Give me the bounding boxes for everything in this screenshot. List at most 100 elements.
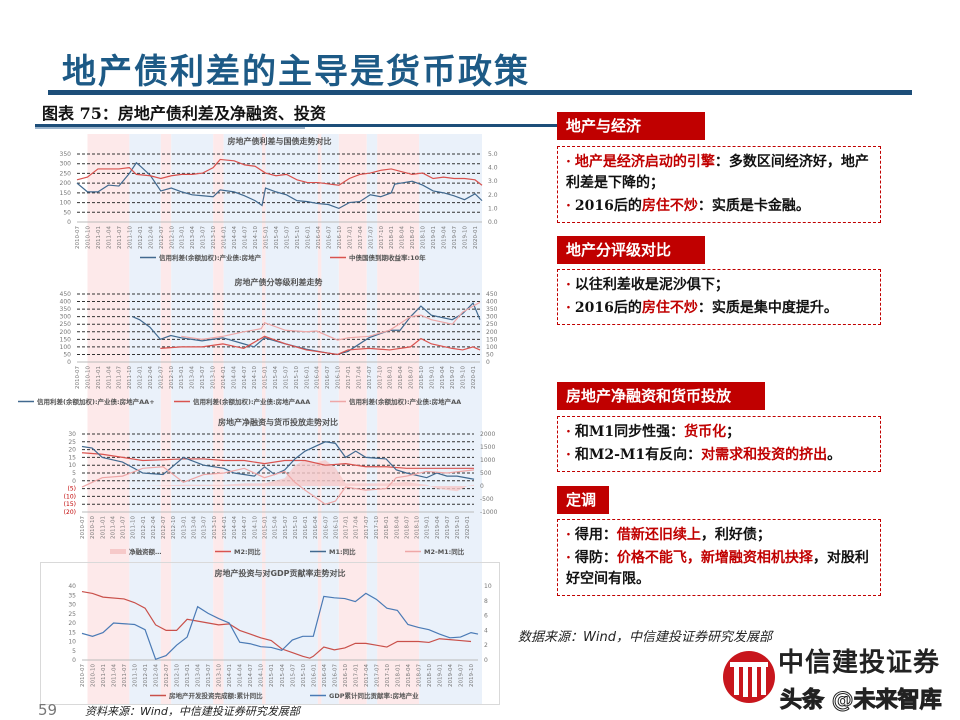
legend-label: GDP累计同比贡献率:房地产业: [329, 691, 419, 700]
series-line-0: [81, 590, 472, 659]
x-tick-label: 2014-01: [222, 226, 228, 249]
y-tick-label-left: 200: [60, 329, 72, 336]
x-tick-label: 2017-01: [346, 366, 352, 389]
y-tick-label-right: 2000: [480, 431, 495, 438]
x-tick-label: 2018-10: [427, 664, 433, 687]
x-tick-label: 2019-04: [448, 664, 454, 687]
easing-band: [223, 134, 263, 705]
company-logo-text: 中信建投证券: [778, 648, 941, 678]
x-tick-label: 2010-10: [85, 366, 91, 389]
x-tick-label: 2013-07: [202, 516, 208, 539]
y-tick-label-left: 50: [63, 209, 71, 216]
slide-title: 地产债利差的主导是货币政策: [62, 52, 530, 92]
y-tick-label-left: 5: [72, 648, 76, 655]
y-tick-label-right: 0: [480, 483, 484, 490]
y-tick-label-left: 10: [68, 462, 76, 469]
y-tick-label-right: 250: [486, 321, 498, 328]
bullet: · 以往利差收是泥沙俱下；: [566, 277, 729, 293]
x-tick-label: 2015-10: [294, 366, 300, 389]
y-tick-label-left: 250: [60, 321, 72, 328]
section-header-rating: 地产分评级对比: [557, 236, 705, 264]
x-tick-label: 2013-04: [196, 664, 202, 687]
x-tick-label: 2012-01: [138, 366, 144, 389]
x-tick-label: 2013-01: [181, 516, 187, 539]
y-tick-label-left: 350: [60, 306, 72, 313]
y-tick-label-right: -1000: [480, 509, 498, 516]
x-tick-label: 2011-07: [117, 366, 123, 389]
x-tick-label: 2012-07: [159, 226, 165, 249]
x-tick-label: 2015-04: [273, 366, 279, 389]
x-tick-label: 2014-10: [252, 516, 258, 539]
x-tick-label: 2018-10: [421, 226, 427, 249]
x-tick-label: 2015-07: [283, 516, 289, 539]
caption-divider-light: [35, 127, 305, 129]
bullet: · 和M2-M1有反向：对需求和投资的挤出。: [566, 447, 842, 463]
y-tick-label-right: 350: [486, 306, 498, 313]
y-tick-label-left: 25: [68, 439, 76, 446]
y-tick-label-right: 400: [486, 299, 498, 306]
y-tick-label-left: 30: [68, 602, 76, 609]
legend-label: M2:同比: [234, 547, 261, 556]
x-tick-label: 2017-01: [344, 516, 350, 539]
series-line-1: [81, 592, 479, 661]
tightening-band: [317, 134, 322, 705]
x-tick-label: 2015-07: [290, 664, 296, 687]
x-tick-label: 2015-07: [284, 226, 290, 249]
y-tick-label-left: 300: [60, 161, 72, 168]
tightening-band: [160, 134, 172, 705]
y-tick-label-left: 40: [68, 583, 76, 590]
x-tick-label: 2019-07: [452, 226, 458, 249]
series-line-1: [76, 158, 483, 186]
x-tick-label: 2018-04: [394, 516, 400, 539]
y-tick-label-right: -500: [480, 496, 494, 503]
x-tick-label: 2015-01: [262, 516, 268, 539]
x-tick-label: 2016-01: [305, 226, 311, 249]
x-tick-label: 2013-10: [212, 516, 218, 539]
x-tick-label: 2018-01: [388, 366, 394, 389]
x-tick-label: 2012-01: [143, 664, 149, 687]
x-tick-label: 2017-04: [364, 664, 370, 687]
x-tick-label: 2019-07: [450, 366, 456, 389]
y-tick-label-left: (20): [64, 509, 76, 516]
legend-label: 信用利差(余额加权):产业债:房地产AA: [349, 397, 461, 406]
easing-band: [366, 134, 378, 705]
x-tick-label: 2014-04: [231, 366, 237, 389]
x-tick-label: 2016-10: [333, 516, 339, 539]
x-tick-label: 2011-10: [127, 366, 133, 389]
y-tick-label-left: 25: [68, 611, 76, 618]
y-tick-label-left: 100: [60, 200, 72, 207]
bullet: · 2016后的房住不炒：实质是卡金融。: [566, 198, 810, 214]
x-tick-label: 2011-04: [106, 226, 112, 249]
x-tick-label: 2018-01: [395, 664, 401, 687]
x-tick-label: 2016-01: [303, 516, 309, 539]
x-tick-label: 2013-10: [217, 664, 223, 687]
series-line-1: [81, 452, 474, 469]
legend-label: 信用利差(余额加权):产业债:房地产AAA: [193, 397, 310, 406]
section-header-conclusion: 定调: [557, 486, 609, 514]
chart-spread-by-rating: 房地产债分等级利差走势45040035030025020015010050045…: [18, 277, 498, 406]
tightening-band: [87, 134, 130, 705]
x-tick-label: 2013-07: [201, 226, 207, 249]
page-number: 59: [38, 701, 58, 719]
x-tick-label: 2017-01: [347, 226, 353, 249]
chart-spread-vs-treasury: 房地产债利差与国债走势对比 350 300 250 200 150 100 50 0 5.0 4.0…: [60, 136, 498, 262]
tightening-band: [338, 134, 367, 705]
section-header-economy: 地产与经济: [557, 112, 705, 140]
x-tick-label: 2012-10: [171, 516, 177, 539]
bullet: · 得用：借新还旧续上，利好债；: [566, 527, 771, 543]
x-tick-label: 2016-10: [343, 664, 349, 687]
series-line-2: [81, 441, 475, 480]
section-box-conclusion: · 得用：借新还旧续上，利好债； · 得防：价格不能飞，新增融资相机抉择，对股利好空…: [557, 519, 881, 596]
x-tick-label: 2013-01: [179, 366, 185, 389]
y-tick-label-left: 150: [60, 190, 72, 197]
y-tick-label-right: 6: [484, 613, 488, 620]
y-tick-label-left: 150: [60, 336, 72, 343]
x-tick-label: 2012-04: [151, 516, 157, 539]
y-tick-label-right: 1.0: [488, 205, 498, 212]
chart-investment-vs-gdp: 房地产投资与对GDP贡献率走势对比40353025201510501086420…: [68, 568, 491, 700]
x-tick-label: 2016-07: [326, 226, 332, 249]
y-tick-label-left: 0: [72, 478, 76, 485]
y-tick-label-left: 20: [68, 620, 76, 627]
x-tick-label: 2015-10: [293, 516, 299, 539]
x-tick-label: 2012-04: [148, 366, 154, 389]
